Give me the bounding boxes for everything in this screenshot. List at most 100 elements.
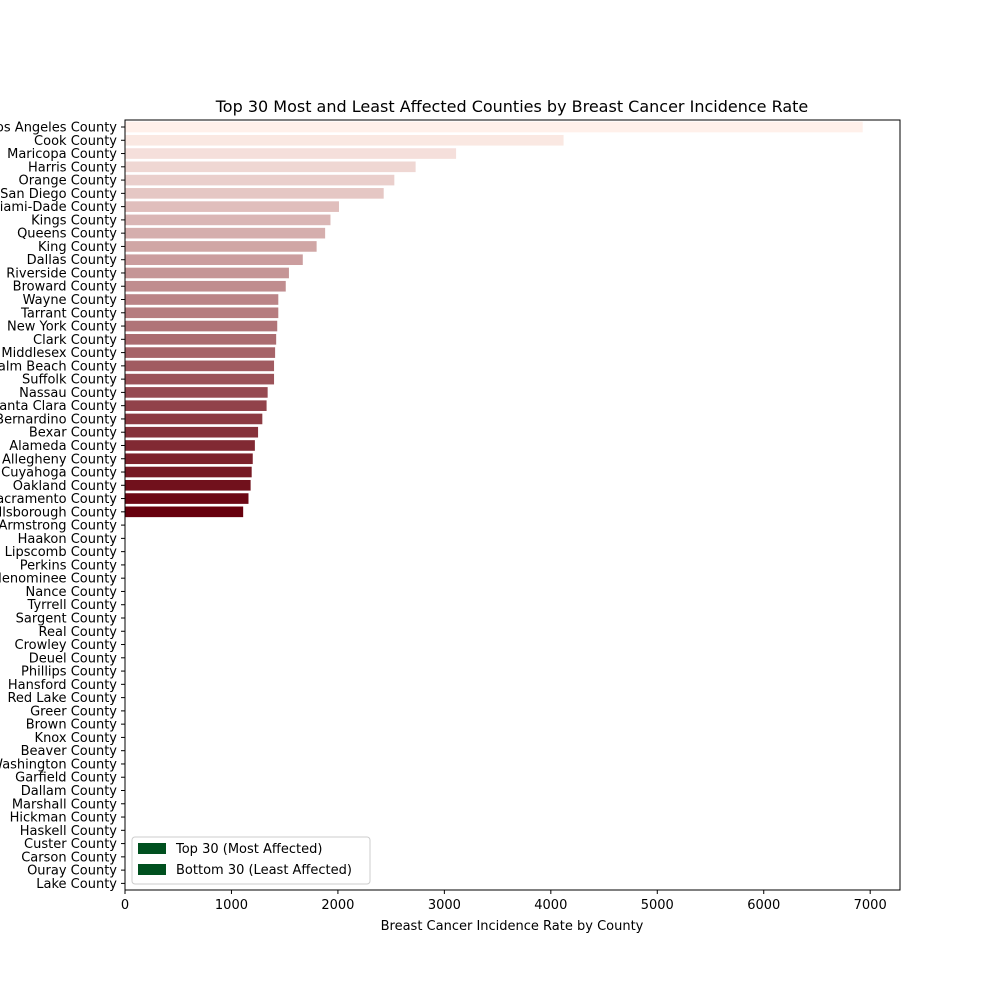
- y-tick-label: Brown County: [26, 718, 118, 733]
- y-tick-label: Broward County: [13, 280, 118, 295]
- chart-title: Top 30 Most and Least Affected Counties …: [215, 97, 809, 116]
- bar: [125, 241, 317, 252]
- y-tick-label: Los Angeles County: [0, 121, 117, 136]
- plot-frame: [124, 119, 901, 891]
- y-tick-label: Custer County: [24, 837, 117, 852]
- bar: [125, 134, 564, 146]
- bar: [125, 161, 416, 173]
- legend-swatch-top: [138, 843, 166, 854]
- y-tick-label: Phillips County: [21, 665, 117, 680]
- bar: [125, 188, 384, 199]
- bar: [125, 493, 249, 504]
- y-tick-label: Menominee County: [0, 572, 117, 587]
- y-tick-label: Bexar County: [29, 426, 117, 441]
- y-tick-label: Dallas County: [27, 253, 118, 268]
- y-tick-label: Maricopa County: [7, 147, 117, 162]
- y-tick-label: San Diego County: [0, 187, 117, 202]
- bar: [125, 387, 268, 398]
- y-tick-label: Harris County: [28, 160, 117, 175]
- bar: [125, 400, 267, 411]
- bar: [125, 267, 289, 279]
- y-tick-label: Tarrant County: [20, 306, 117, 321]
- x-ticks: 0 1000 2000 3000 4000 5000 6000 7000: [121, 890, 887, 913]
- bar: [125, 320, 278, 332]
- x-tick-label: 4000: [534, 898, 567, 913]
- y-tick-label: Suffolk County: [22, 373, 117, 388]
- y-tick-label: Palm Beach County: [0, 359, 117, 374]
- bar: [125, 440, 255, 451]
- y-tick-label: Nance County: [25, 585, 117, 600]
- y-tick-label: Dallam County: [21, 784, 118, 799]
- y-tick-label: Tyrrell County: [27, 598, 118, 613]
- x-tick-label: 3000: [428, 898, 461, 913]
- bar: [125, 214, 331, 226]
- y-tick-label: San Bernardino County: [0, 412, 117, 427]
- x-tick-label: 6000: [747, 898, 780, 913]
- bar: [125, 148, 457, 159]
- x-tick-label: 7000: [854, 898, 887, 913]
- x-tick-label: 0: [121, 898, 129, 913]
- y-tick-label: Alameda County: [9, 439, 117, 454]
- y-tick-label: Deuel County: [29, 651, 118, 666]
- bar: [125, 280, 286, 292]
- y-tick-label: Allegheny County: [2, 452, 117, 467]
- y-tick-label: Middlesex County: [1, 346, 117, 361]
- y-tick-label: New York County: [7, 320, 117, 335]
- y-tick-label: Oakland County: [13, 479, 118, 494]
- y-tick-label: Ouray County: [27, 864, 117, 879]
- y-tick-label: Riverside County: [6, 266, 117, 281]
- bar: [125, 227, 326, 239]
- bar: [125, 373, 275, 385]
- y-tick-label: Sargent County: [16, 611, 118, 626]
- legend-label-top: Top 30 (Most Affected): [175, 842, 322, 857]
- y-tick-label: Lipscomb County: [5, 545, 118, 560]
- y-tick-label: Armstrong County: [0, 519, 117, 534]
- y-tick-label: Marshall County: [12, 797, 117, 812]
- y-tick-label: Lake County: [36, 877, 117, 892]
- y-tick-label: Hansford County: [8, 678, 117, 693]
- y-tick-label: Beaver County: [21, 744, 118, 759]
- bar: [125, 413, 263, 425]
- bar: [125, 294, 279, 305]
- y-tick-label: Clark County: [33, 333, 117, 348]
- x-tick-label: 1000: [215, 898, 248, 913]
- legend: Top 30 (Most Affected) Bottom 30 (Least …: [131, 836, 371, 885]
- y-tick-label: Queens County: [17, 227, 117, 242]
- legend-box: [131, 836, 371, 885]
- y-tick-label: Red Lake County: [7, 691, 117, 706]
- y-tick-label: Cook County: [34, 134, 117, 149]
- bar: [125, 347, 276, 358]
- y-tick-label: Cuyahoga County: [1, 466, 117, 481]
- bar: [125, 174, 395, 186]
- legend-swatch-bottom: [138, 864, 166, 875]
- y-tick-label: King County: [38, 240, 117, 255]
- y-tick-label: Greer County: [30, 704, 117, 719]
- bar: [125, 479, 251, 491]
- bar: [125, 307, 279, 319]
- bar: [125, 453, 253, 465]
- x-tick-label: 2000: [321, 898, 354, 913]
- y-tick-label: Hillsborough County: [0, 505, 117, 520]
- y-tick-label: Haakon County: [18, 532, 118, 547]
- legend-label-bottom: Bottom 30 (Least Affected): [176, 863, 352, 878]
- y-tick-label: Real County: [39, 625, 118, 640]
- y-tick-label: Carson County: [21, 850, 117, 865]
- y-tick-label: Washington County: [0, 757, 117, 772]
- bar: [125, 360, 275, 372]
- y-tick-label: Wayne County: [23, 293, 118, 308]
- bar: [125, 254, 303, 266]
- y-tick-label: Crowley County: [15, 638, 118, 653]
- y-tick-label: Sacramento County: [0, 492, 117, 507]
- bar: [125, 506, 244, 518]
- y-tick-label: Garfield County: [15, 771, 117, 786]
- bar: [125, 121, 863, 133]
- y-tick-label: Santa Clara County: [0, 399, 117, 414]
- y-tick-label: Haskell County: [20, 824, 118, 839]
- y-tick-label: Knox County: [35, 731, 118, 746]
- bars-group: [125, 121, 863, 518]
- y-tick-label: Miami-Dade County: [0, 200, 117, 215]
- x-tick-label: 5000: [641, 898, 674, 913]
- bar: [125, 466, 252, 478]
